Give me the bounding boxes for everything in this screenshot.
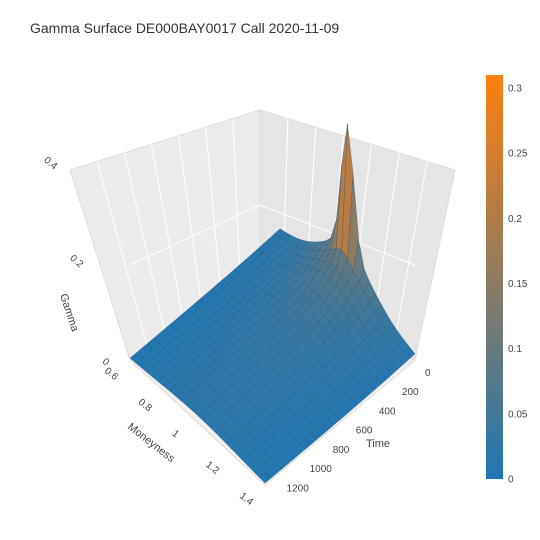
grid-line (150, 144, 187, 335)
colorbar-ticks: 0 0.05 0.1 0.15 0.2 0.25 0.3 (508, 84, 528, 486)
y-tick-label: 1000 (310, 464, 333, 475)
y-tick-label: 800 (333, 445, 350, 456)
colorbar-tick-label: 0.05 (508, 409, 528, 420)
z-tick-label: 0 (100, 356, 112, 368)
x-tick-label: 1.2 (203, 459, 221, 476)
grid-line (96, 161, 150, 352)
colorbar-tick-label: 0.1 (508, 344, 522, 355)
x-tick-label: 0.6 (102, 366, 120, 383)
grid-line (178, 135, 205, 326)
scene-gridlines (96, 118, 428, 352)
x-axis-title: Moneyness (125, 421, 177, 465)
colorbar-tick-label: 0.15 (508, 279, 528, 290)
colorbar-tick-label: 0.2 (508, 214, 522, 225)
x-tick-label: 1.4 (237, 491, 255, 508)
y-tick-label: 200 (402, 387, 419, 398)
chart-title: Gamma Surface DE000BAY0017 Call 2020-11-… (30, 20, 340, 36)
z-tick-label: 0.2 (67, 253, 85, 271)
y-tick-label: 400 (379, 406, 396, 417)
y-tick-label: 0 (425, 368, 431, 379)
x-tick-label: 1 (170, 428, 182, 440)
z-tick-label: 0.4 (41, 155, 59, 173)
y-axis-title: Time (366, 438, 390, 450)
x-tick-label: 0.8 (136, 397, 154, 414)
grid-line (123, 152, 168, 343)
colorbar-gradient (486, 75, 503, 479)
surface-cell (129, 353, 142, 364)
colorbar: 0 0.05 0.1 0.15 0.2 0.25 0.3 (486, 75, 528, 486)
y-tick-label: 600 (356, 426, 373, 437)
colorbar-tick-label: 0.25 (508, 149, 528, 160)
y-tick-label: 1200 (287, 483, 310, 494)
grid-line (392, 161, 428, 352)
colorbar-tick-label: 0 (508, 475, 514, 486)
gamma-surface (129, 123, 416, 484)
grid-line (129, 204, 261, 266)
z-axis-title: Gamma (57, 292, 81, 334)
colorbar-tick-label: 0.3 (508, 84, 522, 95)
